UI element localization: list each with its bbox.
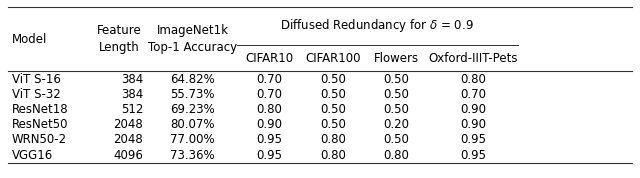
Text: 0.80: 0.80: [320, 133, 346, 146]
Text: 0.50: 0.50: [320, 73, 346, 86]
Text: 55.73%: 55.73%: [170, 88, 215, 101]
Text: 0.95: 0.95: [256, 133, 282, 146]
Text: 0.50: 0.50: [320, 88, 346, 101]
Text: 0.80: 0.80: [256, 103, 282, 116]
Text: ImageNet1k
Top-1 Accuracy: ImageNet1k Top-1 Accuracy: [148, 24, 237, 54]
Text: 2048: 2048: [114, 118, 143, 131]
Text: 4096: 4096: [113, 148, 143, 161]
Text: ViT S-32: ViT S-32: [12, 88, 61, 101]
Text: 512: 512: [121, 103, 143, 116]
Text: 0.80: 0.80: [460, 73, 486, 86]
Text: Flowers: Flowers: [374, 52, 419, 65]
Text: ResNet50: ResNet50: [12, 118, 68, 131]
Text: 0.95: 0.95: [460, 148, 486, 161]
Text: 0.50: 0.50: [383, 133, 410, 146]
Text: 0.50: 0.50: [383, 88, 410, 101]
Text: 0.70: 0.70: [256, 73, 282, 86]
Text: 384: 384: [121, 88, 143, 101]
Text: ViT S-16: ViT S-16: [12, 73, 61, 86]
Text: Model: Model: [12, 33, 47, 46]
Text: 0.95: 0.95: [460, 133, 486, 146]
Text: 0.50: 0.50: [383, 103, 410, 116]
Text: WRN50-2: WRN50-2: [12, 133, 67, 146]
Text: 0.95: 0.95: [256, 148, 282, 161]
Text: 69.23%: 69.23%: [170, 103, 215, 116]
Text: 73.36%: 73.36%: [170, 148, 215, 161]
Text: 0.50: 0.50: [320, 118, 346, 131]
Text: 384: 384: [121, 73, 143, 86]
Text: CIFAR100: CIFAR100: [305, 52, 360, 65]
Text: VGG16: VGG16: [12, 148, 53, 161]
Text: 0.50: 0.50: [320, 103, 346, 116]
Text: 0.90: 0.90: [460, 103, 486, 116]
Text: 77.00%: 77.00%: [170, 133, 215, 146]
Text: 80.07%: 80.07%: [170, 118, 215, 131]
Text: 0.80: 0.80: [383, 148, 410, 161]
Text: 0.80: 0.80: [320, 148, 346, 161]
Text: 0.90: 0.90: [460, 118, 486, 131]
Text: Oxford-IIIT-Pets: Oxford-IIIT-Pets: [428, 52, 518, 65]
Text: 0.20: 0.20: [383, 118, 410, 131]
Text: 0.70: 0.70: [256, 88, 282, 101]
Text: Diffused Redundancy for $\delta$ = 0.9: Diffused Redundancy for $\delta$ = 0.9: [280, 17, 474, 34]
Text: 0.50: 0.50: [383, 73, 410, 86]
Text: 0.90: 0.90: [256, 118, 282, 131]
Text: Feature
Length: Feature Length: [97, 24, 141, 54]
Text: CIFAR10: CIFAR10: [245, 52, 293, 65]
Text: 0.70: 0.70: [460, 88, 486, 101]
Text: ResNet18: ResNet18: [12, 103, 68, 116]
Text: 2048: 2048: [114, 133, 143, 146]
Text: 64.82%: 64.82%: [170, 73, 215, 86]
